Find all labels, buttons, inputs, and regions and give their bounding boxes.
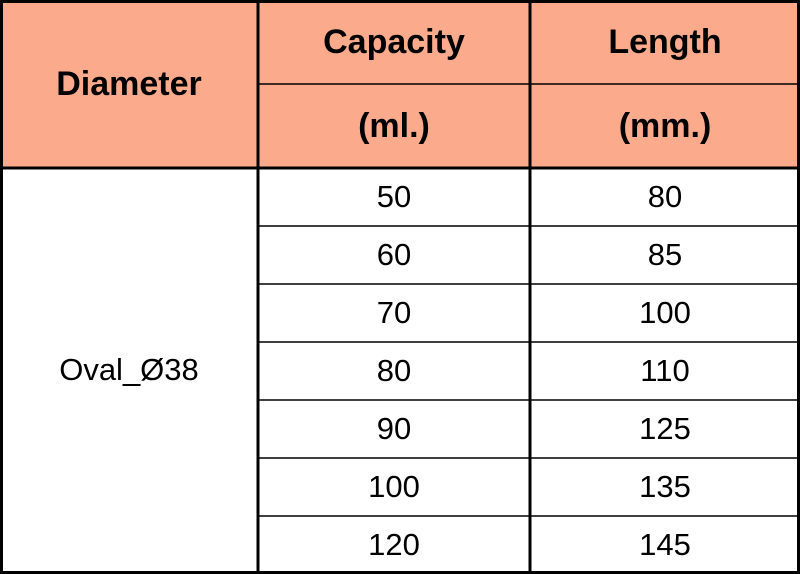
table-cell: 70 [377,295,411,330]
table-cell: 135 [639,469,691,504]
table-cell: 60 [377,237,411,272]
table-cell: 125 [639,411,691,446]
diameter-cell: Oval_Ø38 [59,352,199,387]
header-cell: (mm.) [619,107,712,145]
table-cell: 110 [640,353,689,388]
header-cell: Length [608,23,721,61]
table-cell: 50 [377,179,411,214]
header-cell: (ml.) [358,107,430,145]
table-cell: 85 [648,237,682,272]
header-cell: Diameter [56,65,202,103]
table-cell: 100 [368,469,420,504]
table-cell: 120 [368,527,420,562]
table-cell: 100 [639,295,691,330]
header-cell: Capacity [323,23,465,61]
table-cell: 145 [639,527,691,562]
table-cell: 80 [648,179,682,214]
table-cell: 90 [377,411,411,446]
table-cell: 80 [377,353,411,388]
